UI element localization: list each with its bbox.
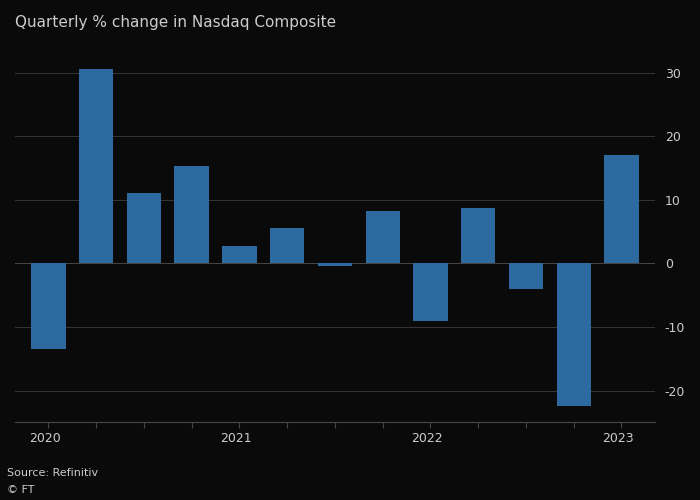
Bar	[509, 264, 543, 289]
Text: 2022: 2022	[412, 432, 443, 445]
Text: Source: Refinitiv: Source: Refinitiv	[7, 468, 98, 477]
Bar	[604, 154, 638, 264]
Text: 2023: 2023	[603, 432, 634, 445]
Text: 2020: 2020	[29, 432, 61, 445]
Bar	[413, 264, 448, 322]
Text: © FT: © FT	[7, 485, 34, 495]
Bar	[461, 208, 496, 264]
Bar	[318, 264, 352, 266]
Bar	[127, 194, 161, 264]
Bar	[32, 264, 66, 350]
Bar	[556, 264, 591, 406]
Text: Quarterly % change in Nasdaq Composite: Quarterly % change in Nasdaq Composite	[15, 15, 336, 30]
Bar	[270, 228, 304, 264]
Bar	[365, 210, 400, 264]
Bar	[174, 166, 209, 264]
Bar	[223, 246, 257, 264]
Bar	[79, 69, 113, 264]
Text: 2021: 2021	[220, 432, 252, 445]
